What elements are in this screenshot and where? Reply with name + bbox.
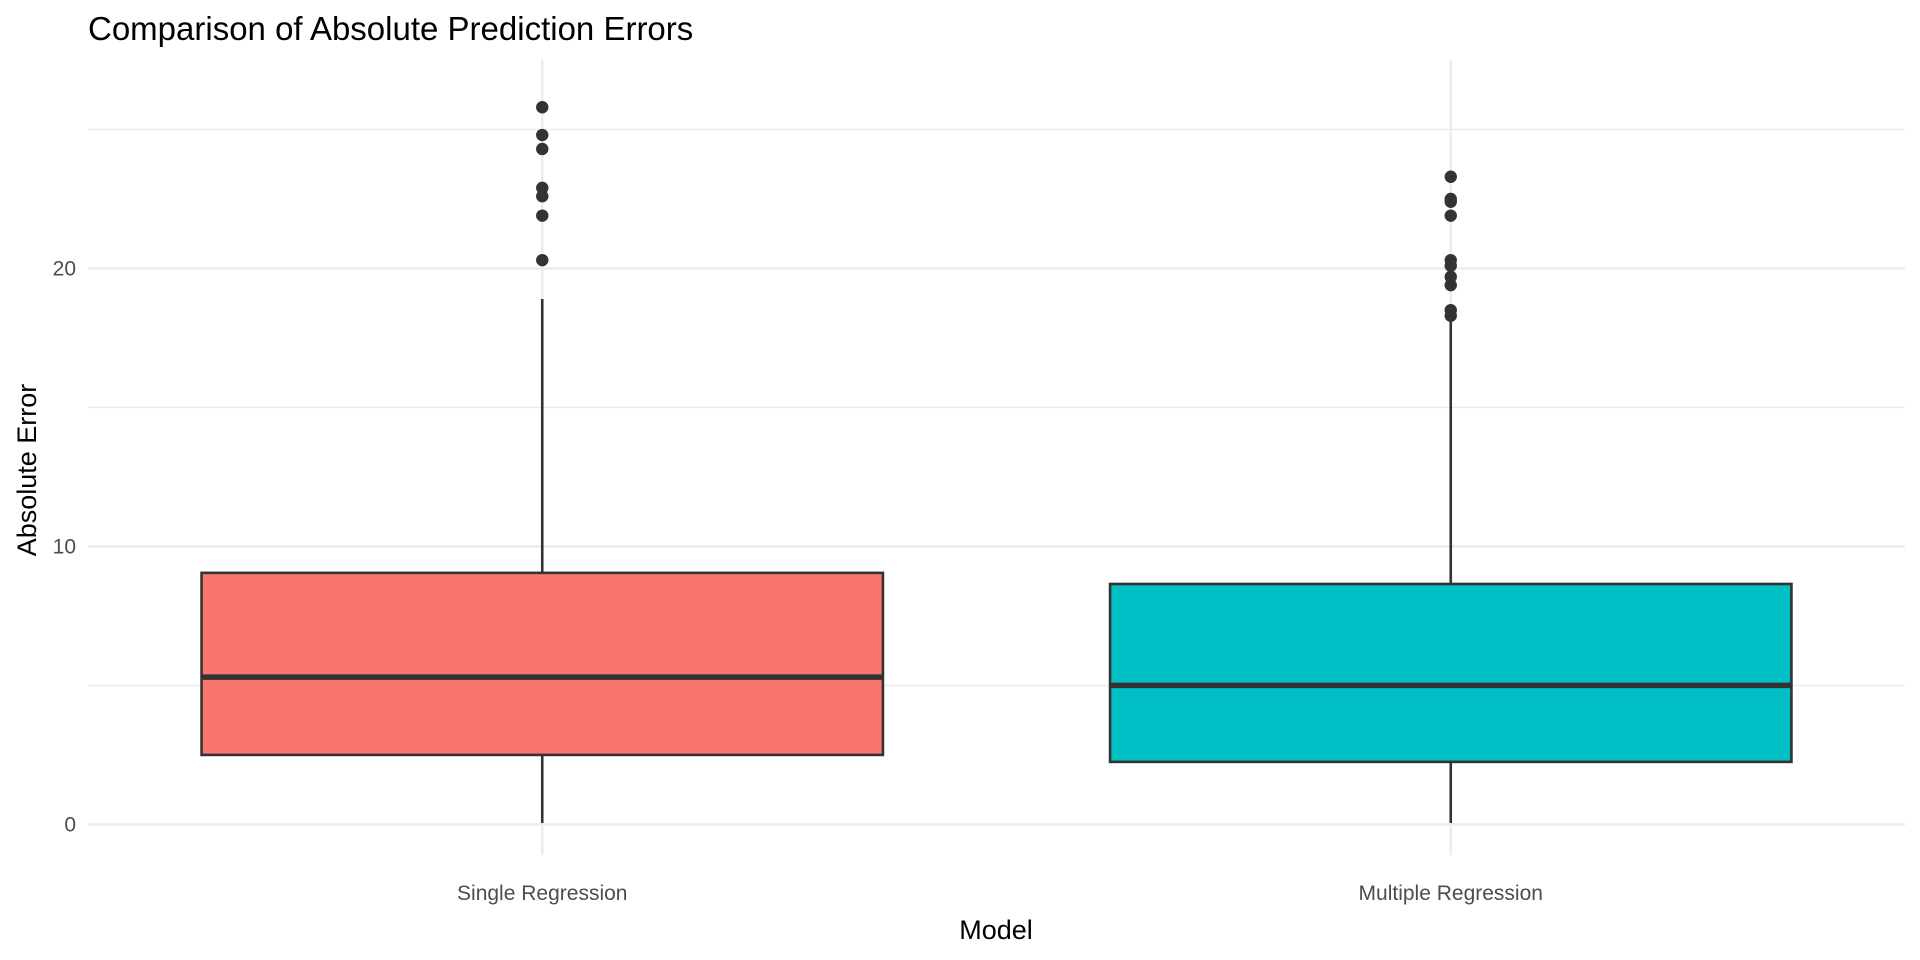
- outlier-point: [1444, 253, 1457, 267]
- x-tick-label: Single Regression: [457, 882, 627, 905]
- box-iqr: [1108, 582, 1793, 764]
- outlier-point: [536, 128, 549, 142]
- outlier-point: [1444, 303, 1457, 317]
- outlier-point: [536, 101, 549, 114]
- outlier-point: [536, 181, 549, 195]
- outlier-point: [536, 142, 549, 156]
- outlier-point: [1444, 170, 1457, 183]
- y-tick-label: 20: [53, 257, 76, 280]
- y-tick-label: 0: [64, 813, 76, 836]
- outlier-point: [1444, 209, 1457, 222]
- box-group: [200, 101, 885, 824]
- outlier-point: [536, 253, 549, 267]
- y-axis-title: Absolute Error: [12, 384, 42, 557]
- box-group: [1108, 170, 1793, 824]
- y-tick-label: 10: [53, 535, 76, 558]
- chart-title: Comparison of Absolute Prediction Errors: [88, 10, 693, 47]
- outlier-point: [536, 209, 549, 222]
- box-iqr: [200, 571, 885, 757]
- tick-labels-layer: 0 10 20 Single Regression Multiple Regressio…: [53, 257, 1543, 905]
- x-tick-label: Multiple Regression: [1359, 882, 1543, 905]
- outlier-point: [1444, 270, 1457, 284]
- outlier-point: [1444, 192, 1457, 206]
- boxes-layer: [200, 101, 1793, 824]
- x-axis-title: Model: [959, 915, 1033, 945]
